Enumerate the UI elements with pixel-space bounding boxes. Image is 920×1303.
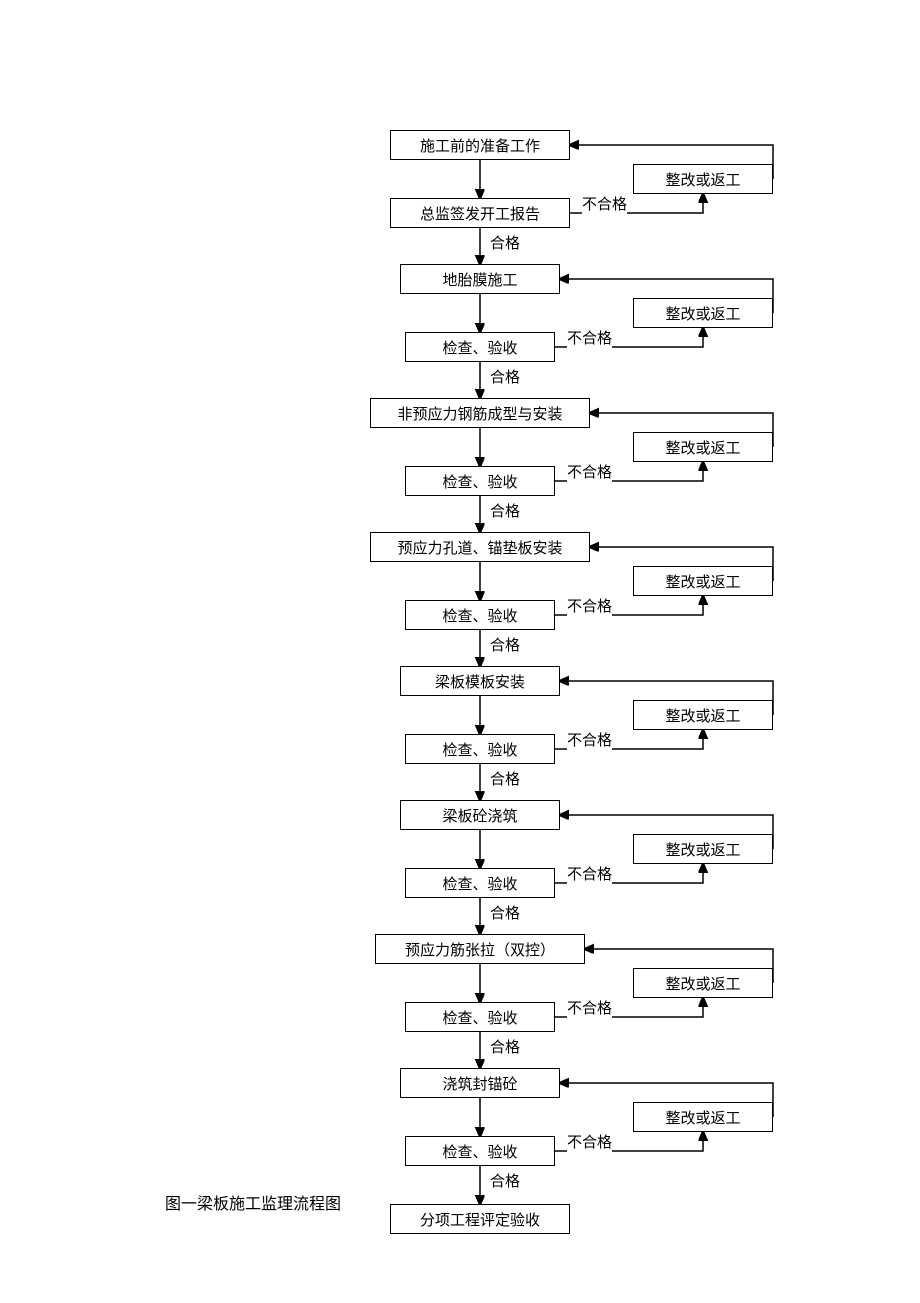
check-box-3: 检查、验收 xyxy=(405,600,555,630)
rework-box-5: 整改或返工 xyxy=(633,834,773,864)
flowchart-stage: 施工前的准备工作总监签发开工报告整改或返工不合格地胎膜施工检查、验收合格整改或返… xyxy=(0,0,920,1303)
pass-label-6: 合格 xyxy=(490,902,520,923)
pass-label-final: 合格 xyxy=(490,1170,520,1191)
connectors-svg xyxy=(0,0,920,1303)
rework-box-4: 整改或返工 xyxy=(633,700,773,730)
process-box-1: 地胎膜施工 xyxy=(400,264,560,294)
fail-label-2: 不合格 xyxy=(567,461,612,482)
check-box-0: 总监签发开工报告 xyxy=(390,198,570,228)
process-box-4: 梁板模板安装 xyxy=(400,666,560,696)
rework-box-2: 整改或返工 xyxy=(633,432,773,462)
process-box-2: 非预应力钢筋成型与安装 xyxy=(370,398,590,428)
check-box-5: 检查、验收 xyxy=(405,868,555,898)
rework-box-6: 整改或返工 xyxy=(633,968,773,998)
pass-label-4: 合格 xyxy=(490,634,520,655)
pass-label-1: 合格 xyxy=(490,232,520,253)
fail-label-5: 不合格 xyxy=(567,863,612,884)
fail-label-7: 不合格 xyxy=(567,1131,612,1152)
pass-label-7: 合格 xyxy=(490,1036,520,1057)
check-box-4: 检查、验收 xyxy=(405,734,555,764)
fail-label-6: 不合格 xyxy=(567,997,612,1018)
final-box: 分项工程评定验收 xyxy=(390,1204,570,1234)
fail-label-0: 不合格 xyxy=(582,193,627,214)
process-box-0: 施工前的准备工作 xyxy=(390,130,570,160)
check-box-7: 检查、验收 xyxy=(405,1136,555,1166)
pass-label-2: 合格 xyxy=(490,366,520,387)
process-box-6: 预应力筋张拉（双控） xyxy=(375,934,585,964)
check-box-2: 检查、验收 xyxy=(405,466,555,496)
rework-box-7: 整改或返工 xyxy=(633,1102,773,1132)
check-box-1: 检查、验收 xyxy=(405,332,555,362)
pass-label-5: 合格 xyxy=(490,768,520,789)
rework-box-0: 整改或返工 xyxy=(633,164,773,194)
process-box-3: 预应力孔道、锚垫板安装 xyxy=(370,532,590,562)
figure-caption: 图一梁板施工监理流程图 xyxy=(165,1190,341,1214)
check-box-6: 检查、验收 xyxy=(405,1002,555,1032)
fail-label-4: 不合格 xyxy=(567,729,612,750)
fail-label-3: 不合格 xyxy=(567,595,612,616)
process-box-5: 梁板砼浇筑 xyxy=(400,800,560,830)
pass-label-3: 合格 xyxy=(490,500,520,521)
fail-label-1: 不合格 xyxy=(567,327,612,348)
process-box-7: 浇筑封锚砼 xyxy=(400,1068,560,1098)
rework-box-3: 整改或返工 xyxy=(633,566,773,596)
rework-box-1: 整改或返工 xyxy=(633,298,773,328)
